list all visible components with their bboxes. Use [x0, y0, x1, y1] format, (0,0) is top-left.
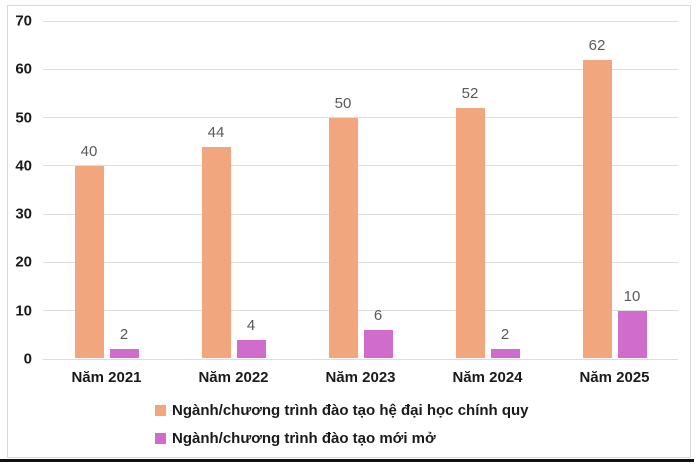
- gridline: [43, 20, 678, 22]
- bar-value-label: 2: [500, 326, 510, 344]
- gridline: [43, 213, 678, 215]
- bar-value-label: 44: [207, 123, 225, 141]
- x-tick-label-3: Năm 2024: [452, 369, 523, 386]
- legend-item-regular-programs: Ngành/chương trình đào tạo hệ đại học ch…: [155, 402, 529, 419]
- y-tick-label: 60: [15, 60, 32, 78]
- gridline: [43, 261, 678, 263]
- x-tick-label-4: Năm 2025: [579, 369, 650, 386]
- chart-frame: [7, 5, 691, 458]
- bar-1-1: [236, 339, 266, 358]
- legend-item-new-programs: Ngành/chương trình đào tạo mới mở: [155, 430, 529, 447]
- y-tick-label: 50: [15, 109, 32, 127]
- x-tick-label-1: Năm 2022: [198, 369, 269, 386]
- bar-value-label: 40: [80, 142, 98, 160]
- y-tick-label: 10: [15, 302, 32, 320]
- x-tick-label-2: Năm 2023: [325, 369, 396, 386]
- bar-1-4: [617, 310, 647, 358]
- bar-0-4: [582, 59, 612, 358]
- y-tick-label: 30: [15, 205, 32, 223]
- bar-value-label: 10: [623, 287, 641, 305]
- bar-1-2: [363, 330, 393, 358]
- y-tick-label: 20: [15, 253, 32, 271]
- bar-1-0: [109, 349, 139, 358]
- x-tick-label-0: Năm 2021: [71, 369, 142, 386]
- bar-value-label: 62: [588, 36, 606, 54]
- bar-0-1: [201, 146, 231, 358]
- y-tick-label: 40: [15, 157, 32, 175]
- legend-swatch-orange: [155, 405, 166, 417]
- bar-0-0: [74, 165, 104, 358]
- gridline: [43, 117, 678, 119]
- legend-label-new-programs: Ngành/chương trình đào tạo mới mở: [172, 430, 436, 448]
- legend: Ngành/chương trình đào tạo hệ đại học ch…: [155, 402, 529, 448]
- bar-value-label: 50: [334, 94, 352, 112]
- bar-value-label: 4: [246, 316, 256, 334]
- gridline: [43, 358, 678, 360]
- gridline: [43, 68, 678, 70]
- gridline: [43, 165, 678, 167]
- bottom-rule: [0, 459, 694, 462]
- bar-0-2: [328, 117, 358, 358]
- bar-value-label: 6: [373, 307, 383, 325]
- legend-label-regular-programs: Ngành/chương trình đào tạo hệ đại học ch…: [172, 402, 529, 419]
- bar-1-3: [490, 349, 520, 358]
- y-tick-label: 0: [23, 350, 32, 368]
- gridline: [43, 310, 678, 312]
- bar-value-label: 52: [461, 84, 479, 102]
- bar-0-3: [455, 107, 485, 358]
- bar-value-label: 2: [119, 326, 129, 344]
- y-tick-label: 70: [15, 12, 32, 30]
- legend-swatch-magenta: [155, 433, 166, 445]
